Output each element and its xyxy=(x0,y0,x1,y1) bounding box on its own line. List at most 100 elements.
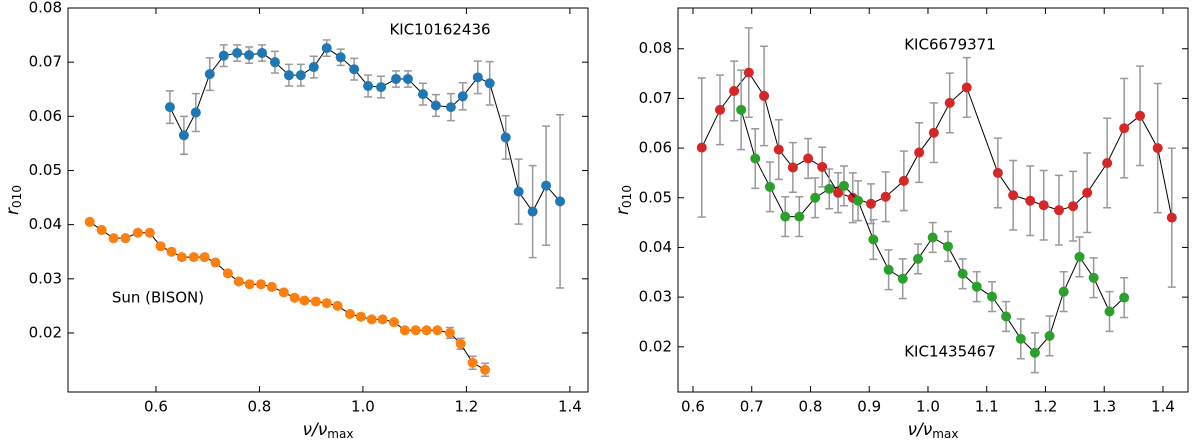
x-tick-label: 0.9 xyxy=(857,398,881,416)
data-point xyxy=(218,50,229,61)
x-axis-label: ν/νmax xyxy=(303,420,354,441)
data-point xyxy=(513,186,524,197)
data-point xyxy=(332,300,343,311)
data-point xyxy=(388,317,399,328)
data-point xyxy=(402,73,413,84)
data-point xyxy=(432,325,443,336)
data-point xyxy=(457,91,468,102)
annotation: KIC1435467 xyxy=(904,343,996,361)
data-point xyxy=(715,104,726,115)
y-axis-label: r010 xyxy=(613,185,634,215)
data-point xyxy=(308,62,319,73)
data-point xyxy=(295,70,306,81)
data-point xyxy=(1119,123,1130,134)
x-tick-label: 1.2 xyxy=(454,398,478,416)
data-point xyxy=(987,291,998,302)
data-point xyxy=(1088,272,1099,283)
y-tick-label: 0.07 xyxy=(639,89,672,107)
data-point xyxy=(204,69,215,80)
data-point xyxy=(764,181,775,192)
y-tick-label: 0.03 xyxy=(639,288,672,306)
data-point xyxy=(210,257,221,268)
data-point xyxy=(833,187,844,198)
data-point xyxy=(944,97,955,108)
data-point xyxy=(853,195,864,206)
data-point xyxy=(803,153,814,164)
data-point xyxy=(266,281,277,292)
data-point xyxy=(164,102,175,113)
x-tick-label: 1.0 xyxy=(916,398,940,416)
data-point xyxy=(1044,330,1055,341)
x-tick-label: 0.8 xyxy=(799,398,823,416)
data-point xyxy=(176,252,187,263)
y-axis-label: r010 xyxy=(3,185,24,215)
data-point xyxy=(1015,333,1026,344)
data-point xyxy=(500,132,511,143)
data-point xyxy=(355,311,366,322)
y-tick-label: 0.06 xyxy=(29,107,62,125)
data-point xyxy=(1135,110,1146,121)
data-point xyxy=(824,183,835,194)
series-line xyxy=(701,71,1173,218)
x-axis-label-sub: max xyxy=(327,427,353,441)
data-point xyxy=(736,104,747,115)
x-tick-label: 1.2 xyxy=(1034,398,1058,416)
data-point xyxy=(366,314,377,325)
x-tick-label: 1.0 xyxy=(351,398,375,416)
data-point xyxy=(883,264,894,275)
data-point xyxy=(810,192,821,203)
data-point xyxy=(914,147,925,158)
x-tick-label: 1.3 xyxy=(1092,398,1116,416)
data-point xyxy=(880,191,891,202)
data-point xyxy=(1119,292,1130,303)
data-point xyxy=(132,227,143,238)
data-point xyxy=(1152,143,1163,154)
data-point xyxy=(144,227,155,238)
data-point xyxy=(410,325,421,336)
x-axis-label: ν/νmax xyxy=(908,420,959,441)
data-point xyxy=(971,281,982,292)
annotation: KIC6679371 xyxy=(904,36,996,54)
data-point xyxy=(232,47,243,58)
data-point xyxy=(743,67,754,78)
data-point xyxy=(377,314,388,325)
y-axis-label-sub: 010 xyxy=(10,185,24,208)
y-axis-label-main: r xyxy=(613,207,633,215)
annotation: Sun (BISON) xyxy=(112,289,204,307)
data-point xyxy=(1102,157,1113,168)
data-point xyxy=(391,73,402,84)
data-point xyxy=(417,89,428,100)
data-point xyxy=(244,279,255,290)
data-point xyxy=(750,153,761,164)
data-point xyxy=(84,216,95,227)
data-point xyxy=(780,211,791,222)
data-point xyxy=(166,246,177,257)
data-point xyxy=(898,175,909,186)
data-point xyxy=(199,252,210,263)
data-point xyxy=(283,70,294,81)
x-axis-label-main: ν/ν xyxy=(303,420,328,440)
data-point xyxy=(555,196,566,207)
data-point xyxy=(992,167,1003,178)
x-tick-label: 0.6 xyxy=(681,398,705,416)
data-point xyxy=(897,273,908,284)
data-point xyxy=(1082,187,1093,198)
data-point xyxy=(278,287,289,298)
data-point xyxy=(178,130,189,141)
data-point xyxy=(255,279,266,290)
x-tick-label: 1.4 xyxy=(558,398,582,416)
data-point xyxy=(787,162,798,173)
data-point xyxy=(399,325,410,336)
data-point xyxy=(321,43,332,54)
data-point xyxy=(794,211,805,222)
data-point xyxy=(1029,347,1040,358)
data-point xyxy=(1074,251,1085,262)
data-point xyxy=(957,268,968,279)
data-point xyxy=(120,233,131,244)
data-point xyxy=(1068,201,1079,212)
y-tick-label: 0.05 xyxy=(639,188,672,206)
data-point xyxy=(1166,212,1177,223)
plot-frame xyxy=(677,7,1189,393)
data-point xyxy=(838,180,849,191)
